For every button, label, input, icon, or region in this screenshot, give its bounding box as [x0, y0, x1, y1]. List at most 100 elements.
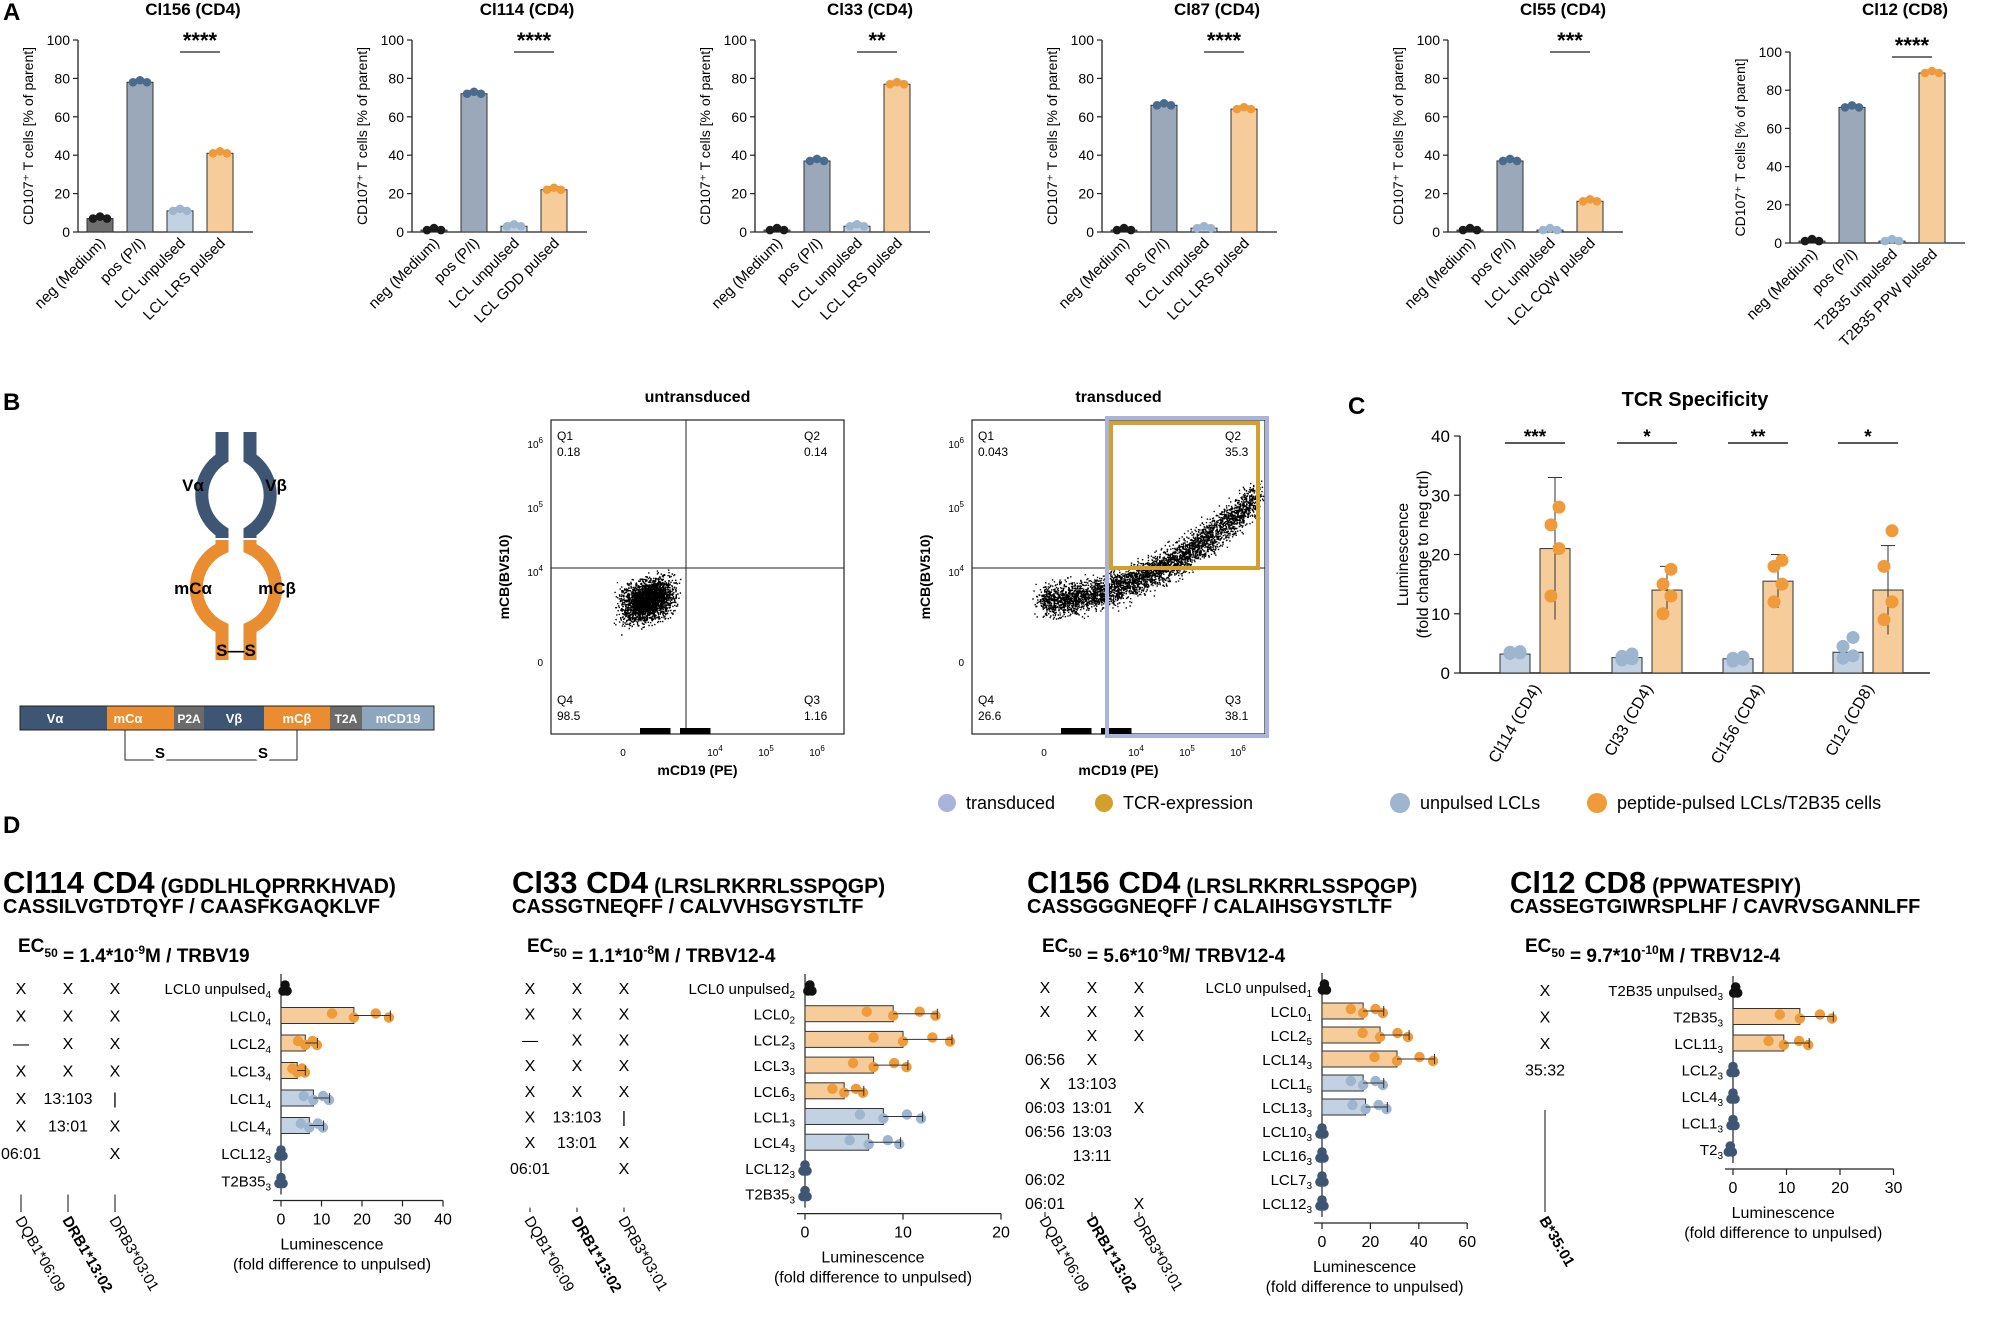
chart-a-point: [1192, 223, 1202, 233]
ec50-part: EC: [18, 936, 45, 957]
chart-a-bar: [1496, 160, 1524, 233]
flow-x-decade-label: 106: [809, 744, 825, 759]
s-label-1: S: [155, 745, 165, 762]
allele-matrix-cell: X: [525, 1007, 536, 1024]
chart-a-point: [1465, 223, 1475, 233]
chart-d-x-tick-label: 20: [353, 1212, 371, 1229]
chart-d-row-label: LCL163: [1262, 1148, 1312, 1168]
flow-quadrant-value: 38.1: [1225, 709, 1249, 723]
chart-d-x-tick-label: 20: [992, 1225, 1010, 1242]
chart-d-point: [1732, 988, 1743, 998]
legend-dot-tcr-expression: [1095, 794, 1113, 812]
flow-plot-frame: [550, 419, 845, 735]
row-name: LCL0 unpulsed: [165, 981, 266, 998]
chart-d-point: [1730, 1120, 1740, 1131]
chart-d-point: [278, 1151, 288, 1161]
chart-a-y-label: CD107⁺ T cells [% of parent]: [1390, 47, 1406, 225]
chart-d-point: [888, 1057, 900, 1069]
allele-matrix-cell: X: [16, 981, 27, 998]
chart-c-point-unpulsed: [1846, 630, 1860, 644]
s-label-bg-2: S: [258, 745, 268, 762]
chart-a-y-tick-label: 60: [1424, 109, 1440, 125]
chart-d-x-label-1: Luminescence: [821, 1250, 924, 1267]
chart-a-sig-stars: ****: [183, 28, 218, 53]
flow-quadrant-value: 0.18: [557, 445, 581, 459]
flow-y-decade-label: 104: [527, 564, 543, 579]
chart-a-point: [852, 219, 862, 229]
row-replicates: 4: [265, 990, 271, 1001]
chart-a-point: [215, 146, 225, 156]
chart-a-point: [462, 89, 472, 99]
chart-d-point: [278, 1178, 288, 1189]
chart-a-point: [476, 89, 486, 99]
chart-a-point: [1246, 104, 1256, 114]
row-replicates: 4: [265, 1045, 271, 1056]
chart-a-bar: [1230, 108, 1258, 233]
v-beta-label: Vβ: [265, 476, 287, 495]
allele-matrix-cell: 13:103: [553, 1110, 602, 1127]
ec50-part: M/ TRBV12-4: [1169, 946, 1286, 967]
chart-c-point-unpulsed: [1726, 651, 1740, 665]
flow-x-decade-label: 0: [1041, 748, 1047, 759]
tcr-construct-bar: Vα mCα P2A Vβ mCβ T2A mCD19 S S S S: [19, 705, 435, 766]
chart-a-sig-stars: ***: [1557, 28, 1583, 53]
chart-a-point: [772, 223, 782, 233]
chart-a-y-tick-label: 100: [1759, 44, 1783, 60]
clone-title: Cl114 CD4 (GDDLHLQPRRKHVAD): [3, 865, 396, 900]
flow-quadrant-value: 0.14: [804, 445, 828, 459]
chart-d-bar: [1321, 1002, 1364, 1020]
row-replicates: 3: [789, 1041, 795, 1052]
chart-d-bar: [1321, 1050, 1398, 1068]
chart-d-bar: [804, 1133, 870, 1151]
chart-a-point: [95, 212, 105, 221]
chart-d-point: [1774, 1009, 1786, 1020]
legend-label-tcr-expression: TCR-expression: [1123, 793, 1253, 813]
chart-d-point: [847, 1057, 859, 1069]
flow-x-decade-label: 104: [707, 744, 723, 759]
chart-d-point: [348, 1012, 360, 1023]
row-name: LCL1: [1271, 1076, 1307, 1093]
row-name: LCL0: [754, 1007, 790, 1024]
chart-a-title: Cl156 (CD4): [145, 0, 240, 19]
chart-a-point: [135, 75, 145, 85]
allele-matrix-cell: X: [572, 1058, 583, 1075]
chart-d-bar: [1732, 1034, 1785, 1052]
chart-c-point-pulsed: [1656, 577, 1670, 591]
chart-d-row-label: LCL04: [230, 1009, 272, 1029]
chart-d-point: [861, 1006, 872, 1017]
chart-d-point: [901, 1109, 913, 1120]
allele-label: DQB1*06:09: [1036, 1214, 1093, 1295]
chart-a-point: [516, 221, 526, 231]
chart-a-y-label: CD107⁺ T cells [% of parent]: [1732, 58, 1748, 236]
construct-label-5: T2A: [335, 712, 358, 726]
flow-plot-frame: [971, 419, 1266, 735]
chart-a-point: [208, 148, 218, 158]
chart-a-point: [1934, 68, 1944, 78]
chart-a-point: [1592, 196, 1602, 206]
chart-d-x-tick-label: 0: [277, 1212, 286, 1229]
gate-tcr-expression: [1109, 421, 1260, 570]
row-name: LCL3: [754, 1058, 790, 1075]
chart-d-x-tick-label: 30: [394, 1212, 412, 1229]
chart-a-y-tick-label: 0: [1774, 235, 1782, 251]
chart-a-y-tick-label: 20: [388, 186, 404, 202]
clone-cdr3: CASSILVGTDTQYF / CAASFKGAQKLVF: [3, 896, 380, 918]
allele-matrix-cell: 13:01: [48, 1119, 88, 1136]
chart-d-point: [827, 1083, 838, 1095]
flow-y-decade-label: 0: [958, 658, 964, 669]
m-c-alpha-label: mCα: [174, 579, 212, 598]
clone-cdr3: CASSGGGNEQFF / CALAIHSGYSTLTF: [1027, 896, 1392, 918]
chart-d-bar: [1732, 1008, 1801, 1025]
chart-a-point: [1498, 156, 1508, 166]
chart-a-y-tick-label: 60: [388, 109, 404, 125]
chart-d-x-tick-label: 20: [1831, 1180, 1849, 1197]
row-replicates: 3: [265, 1183, 271, 1194]
construct-outline: [19, 705, 435, 731]
legend-dot-transduced: [938, 794, 956, 812]
ec50-part: M / TRBV12-4: [654, 946, 776, 967]
chart-d-point: [1377, 1079, 1389, 1091]
flow-quadrant-name: Q3: [1225, 693, 1241, 707]
row-name: LCL4: [1682, 1089, 1718, 1106]
flow-quadrant-value: 1.16: [804, 709, 828, 723]
chart-d-point: [927, 1032, 938, 1043]
